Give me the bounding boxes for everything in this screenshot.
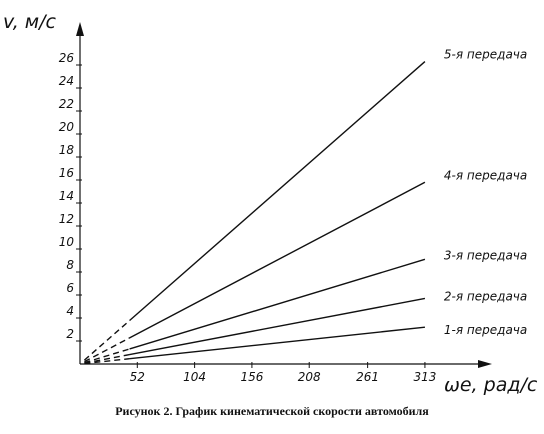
series-line xyxy=(129,297,426,356)
x-tick-label: 104 xyxy=(183,370,206,384)
x-tick-label: 156 xyxy=(240,370,263,384)
series-lines xyxy=(83,61,426,365)
y-tick-label: 20 xyxy=(59,120,75,134)
x-tick-label: 261 xyxy=(356,370,379,384)
y-tick-label: 12 xyxy=(59,212,74,226)
series-label: 2-я передача xyxy=(444,289,527,303)
x-tick-label: 52 xyxy=(130,370,145,384)
x-tick-label: 313 xyxy=(413,370,436,384)
y-tick-label: 24 xyxy=(59,74,74,88)
figure-caption: Рисунок 2. График кинематической скорост… xyxy=(115,404,429,418)
series-label: 4-я передача xyxy=(444,168,527,182)
y-tick-label: 18 xyxy=(59,143,75,157)
series-label: 3-я передача xyxy=(444,248,527,262)
y-axis-arrow xyxy=(76,22,84,36)
series-label: 5-я передача xyxy=(444,48,527,62)
series-extension-dashed xyxy=(84,353,130,364)
y-tick-label: 2 xyxy=(66,327,74,341)
series-line xyxy=(129,258,426,350)
series-line xyxy=(129,326,426,360)
y-tick-label: 8 xyxy=(66,258,74,272)
x-ticks: 52 104 156 208 261 313 xyxy=(130,362,436,384)
axes xyxy=(76,22,492,368)
y-tick-label: 26 xyxy=(59,51,75,65)
y-axis-label: v, м/с xyxy=(3,11,57,33)
series-extension-dashed xyxy=(84,358,130,365)
series-line xyxy=(129,61,426,322)
y-tick-label: 6 xyxy=(66,281,74,295)
y-tick-label: 22 xyxy=(59,97,74,111)
series-labels: 1-я передача 2-я передача 3-я передача 4-я … xyxy=(444,48,527,338)
series-extension-dashed xyxy=(84,337,130,363)
y-tick-label: 14 xyxy=(59,189,74,203)
y-tick-label: 4 xyxy=(66,304,74,318)
series-extension-dashed xyxy=(84,348,130,364)
series-extension-dashed xyxy=(83,319,131,361)
x-axis-label: ωе, рад/с xyxy=(444,374,538,396)
x-axis-arrow xyxy=(478,360,492,368)
series-label: 1-я передача xyxy=(444,323,527,337)
x-tick-label: 208 xyxy=(298,370,321,384)
y-tick-label: 16 xyxy=(59,166,75,180)
y-tick-label: 10 xyxy=(59,235,75,249)
series-line xyxy=(129,181,426,339)
